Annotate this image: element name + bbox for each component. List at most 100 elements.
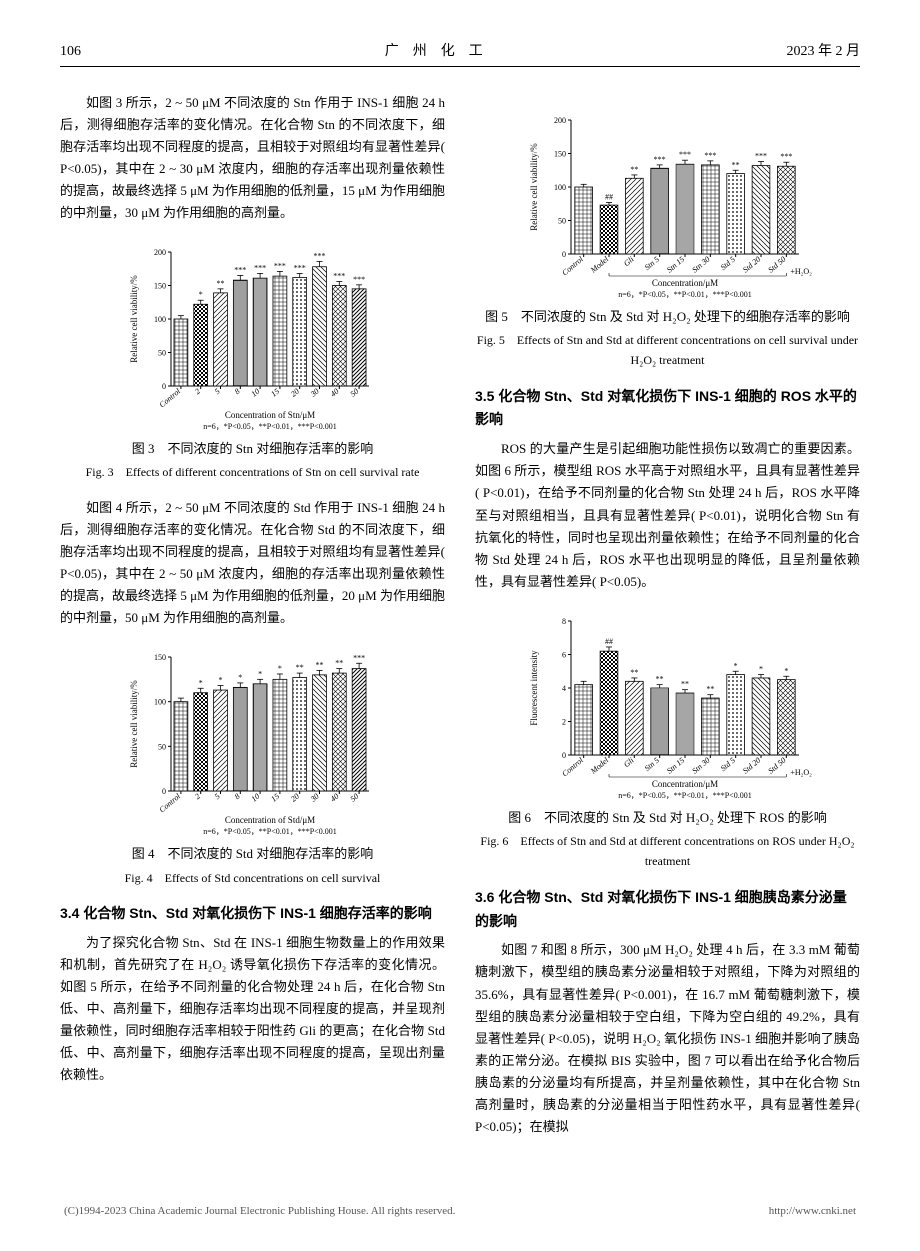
paragraph: 如图 3 所示，2 ~ 50 μM 不同浓度的 Stn 作用于 INS-1 细胞…: [60, 92, 445, 225]
svg-text:0: 0: [562, 250, 566, 259]
page-number: 106: [60, 40, 81, 64]
issue-date: 2023 年 2 月: [787, 40, 861, 64]
svg-text:Stn 30: Stn 30: [690, 254, 711, 274]
svg-text:Concentration/μM: Concentration/μM: [651, 278, 717, 288]
fig6-caption-en: Fig. 6 Effects of Stn and Std at differe…: [475, 831, 860, 872]
paragraph: 如图 7 和图 8 所示，300 μM H₂O₂ 处理 4 h 后，在 3.3 …: [475, 939, 860, 1138]
svg-text:*: *: [258, 670, 262, 679]
svg-text:**: **: [681, 680, 689, 689]
svg-text:Std 5: Std 5: [718, 756, 736, 773]
svg-text:**: **: [295, 663, 303, 672]
fig5-caption-cn: 图 5 不同浓度的 Stn 及 Std 对 H₂O₂ 处理下的细胞存活率的影响: [475, 306, 860, 328]
svg-text:*: *: [218, 676, 222, 685]
svg-text:**: **: [655, 675, 663, 684]
svg-text:***: ***: [313, 252, 325, 261]
svg-text:8: 8: [562, 617, 566, 626]
svg-text:Relative cell viability/%: Relative cell viability/%: [129, 275, 139, 363]
svg-text:30: 30: [308, 792, 321, 805]
svg-text:Gli: Gli: [621, 254, 635, 267]
svg-text:***: ***: [234, 266, 246, 275]
fig4-chart: 050100150Relative cell viability/%Contro…: [123, 639, 383, 839]
section-3-4-title: 3.4 化合物 Stn、Std 对氧化损伤下 INS-1 细胞存活率的影响: [60, 902, 445, 926]
svg-text:Std 20: Std 20: [741, 756, 762, 776]
fig4-caption-en: Fig. 4 Effects of Std concentrations on …: [60, 868, 445, 888]
svg-text:***: ***: [704, 151, 716, 160]
svg-text:0: 0: [162, 787, 166, 796]
fig6-caption-cn: 图 6 不同浓度的 Stn 及 Std 对 H₂O₂ 处理下 ROS 的影响: [475, 807, 860, 829]
svg-text:2: 2: [562, 717, 566, 726]
fig4-caption-cn: 图 4 不同浓度的 Std 对细胞存活率的影响: [60, 843, 445, 865]
svg-text:100: 100: [154, 315, 166, 324]
svg-text:**: **: [630, 165, 638, 174]
svg-text:50: 50: [158, 349, 166, 358]
svg-text:Stn 5: Stn 5: [642, 254, 660, 271]
svg-text:***: ***: [780, 152, 792, 161]
svg-text:150: 150: [154, 653, 166, 662]
svg-text:15: 15: [269, 387, 281, 399]
fig3-chart: 050100150200Relative cell viability/%Con…: [123, 234, 383, 434]
svg-text:30: 30: [308, 387, 321, 400]
figure-3: 050100150200Relative cell viability/%Con…: [60, 234, 445, 482]
paragraph: 为了探究化合物 Stn、Std 在 INS-1 细胞生物数量上的作用效果和机制，…: [60, 932, 445, 1087]
svg-text:Concentration/μM: Concentration/μM: [651, 779, 717, 789]
svg-text:**: **: [315, 661, 323, 670]
svg-text:**: **: [216, 279, 224, 288]
figure-6: 02468Fluorescent intensityControl##Model…: [475, 603, 860, 872]
svg-text:10: 10: [249, 387, 261, 399]
svg-text:***: ***: [254, 264, 266, 273]
svg-text:Stn 15: Stn 15: [665, 254, 686, 274]
journal-title: 广 州 化 工: [385, 40, 483, 64]
fig3-caption-cn: 图 3 不同浓度的 Stn 对细胞存活率的影响: [60, 438, 445, 460]
fig5-chart: 050100150200Relative cell viability/%Con…: [523, 102, 813, 302]
svg-text:Std 5: Std 5: [718, 254, 736, 271]
svg-text:150: 150: [554, 149, 566, 158]
svg-text:n=6，*P<0.05，**P<0.01，***P<0.00: n=6，*P<0.05，**P<0.01，***P<0.001: [203, 422, 336, 431]
svg-text:**: **: [706, 685, 714, 694]
svg-text:40: 40: [328, 387, 340, 399]
figure-4: 050100150Relative cell viability/%Contro…: [60, 639, 445, 887]
svg-text:Std 20: Std 20: [741, 254, 762, 274]
svg-text:Std 50: Std 50: [766, 254, 787, 274]
svg-text:6: 6: [562, 650, 566, 659]
svg-text:***: ***: [653, 155, 665, 164]
svg-text:+H₂O₂: +H₂O₂: [790, 768, 812, 777]
svg-text:***: ***: [353, 654, 365, 663]
svg-text:***: ***: [353, 275, 365, 284]
svg-text:***: ***: [273, 262, 285, 271]
svg-text:50: 50: [348, 387, 360, 399]
svg-text:0: 0: [162, 382, 166, 391]
svg-text:200: 200: [554, 116, 566, 125]
svg-text:Stn 15: Stn 15: [665, 756, 686, 776]
svg-text:100: 100: [154, 698, 166, 707]
svg-text:20: 20: [289, 792, 301, 804]
svg-text:150: 150: [154, 282, 166, 291]
section-3-6-title: 3.6 化合物 Stn、Std 对氧化损伤下 INS-1 细胞胰岛素分泌量的影响: [475, 886, 860, 934]
svg-text:Std 50: Std 50: [766, 756, 787, 776]
svg-text:20: 20: [289, 387, 301, 399]
svg-text:Concentration of Std/μM: Concentration of Std/μM: [224, 815, 314, 825]
fig3-caption-en: Fig. 3 Effects of different concentratio…: [60, 462, 445, 482]
svg-text:Fluorescent intensity: Fluorescent intensity: [529, 650, 539, 726]
svg-text:*: *: [198, 679, 202, 688]
svg-text:**: **: [731, 160, 739, 169]
svg-text:200: 200: [154, 248, 166, 257]
figure-5: 050100150200Relative cell viability/%Con…: [475, 102, 860, 371]
svg-text:***: ***: [293, 264, 305, 273]
svg-text:***: ***: [679, 150, 691, 159]
copyright-note: (C)1994-2023 China Academic Journal Elec…: [64, 1202, 455, 1221]
page-footer: (C)1994-2023 China Academic Journal Elec…: [60, 1202, 860, 1221]
paragraph: ROS 的大量产生是引起细胞功能性损伤以致凋亡的重要因素。如图 6 所示，模型组…: [475, 438, 860, 593]
svg-text:0: 0: [562, 751, 566, 760]
svg-text:100: 100: [554, 183, 566, 192]
svg-text:Stn 30: Stn 30: [690, 756, 711, 776]
svg-text:*: *: [784, 666, 788, 675]
svg-text:n=6，*P<0.05，**P<0.01，***P<0.00: n=6，*P<0.05，**P<0.01，***P<0.001: [203, 827, 336, 836]
right-column: 050100150200Relative cell viability/%Con…: [475, 92, 860, 1142]
svg-text:+H₂O₂: +H₂O₂: [790, 267, 812, 276]
svg-text:n=6，*P<0.05，**P<0.01，***P<0.00: n=6，*P<0.05，**P<0.01，***P<0.001: [618, 791, 751, 800]
section-3-5-title: 3.5 化合物 Stn、Std 对氧化损伤下 INS-1 细胞的 ROS 水平的…: [475, 385, 860, 433]
left-column: 如图 3 所示，2 ~ 50 μM 不同浓度的 Stn 作用于 INS-1 细胞…: [60, 92, 445, 1142]
paragraph: 如图 4 所示，2 ~ 50 μM 不同浓度的 Std 作用于 INS-1 细胞…: [60, 497, 445, 630]
fig6-chart: 02468Fluorescent intensityControl##Model…: [523, 603, 813, 803]
fig5-caption-en: Fig. 5 Effects of Stn and Std at differe…: [475, 330, 860, 371]
